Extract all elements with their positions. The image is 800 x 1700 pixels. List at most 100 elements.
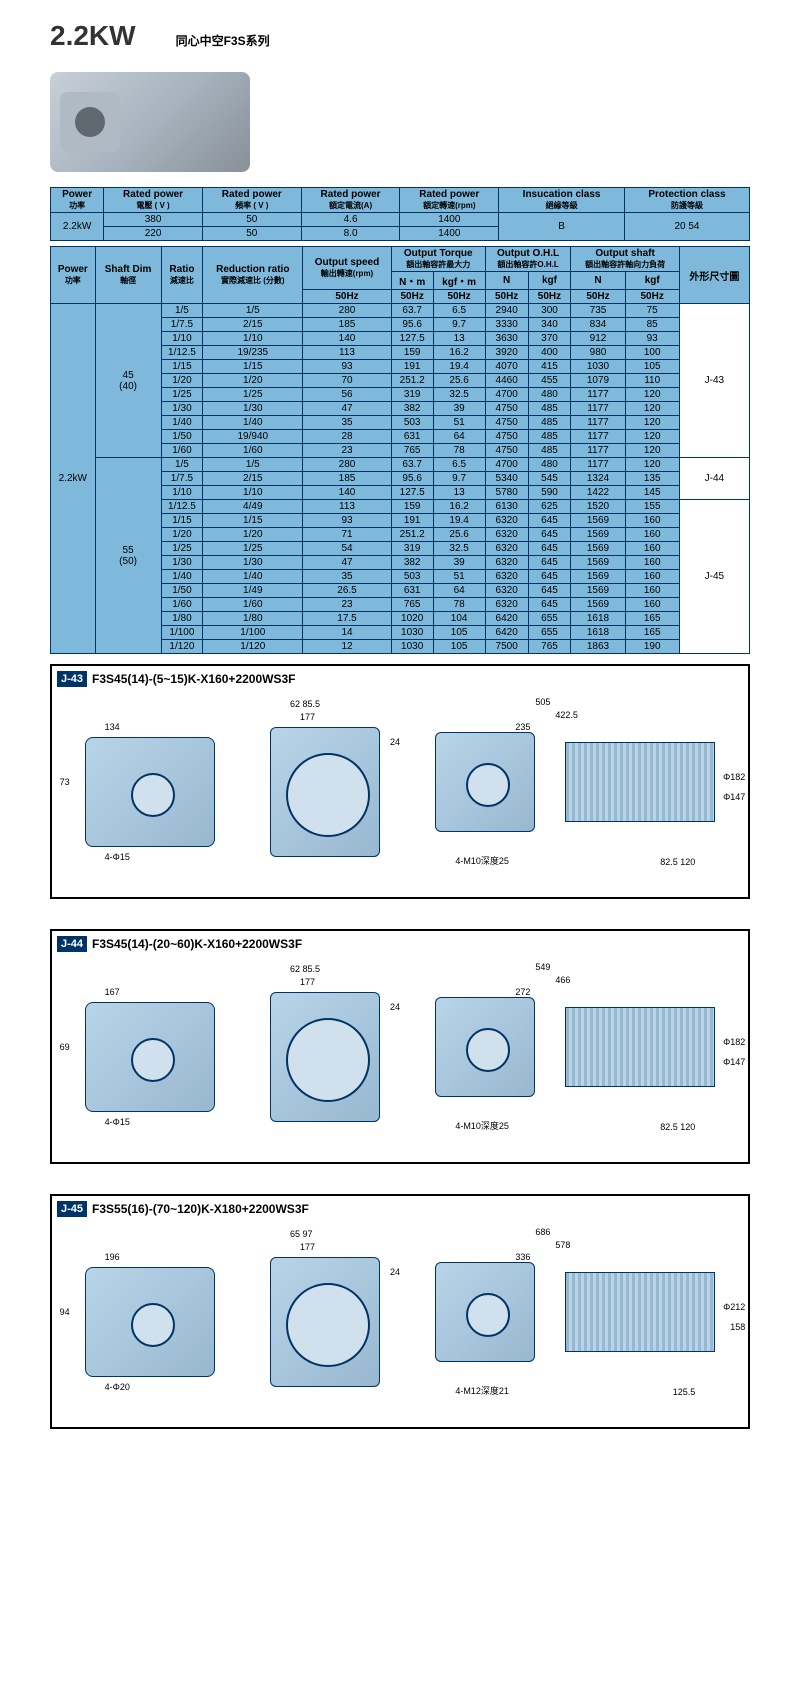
- dim-label: 336: [515, 1252, 530, 1262]
- t2-cell: 3630: [485, 332, 528, 346]
- dim-label: 82.5 120: [660, 857, 695, 867]
- t2-cell: 23: [303, 444, 392, 458]
- t2-cell: 645: [528, 528, 571, 542]
- t2-cell: 6.5: [433, 458, 485, 472]
- t2-cell: 1569: [571, 528, 625, 542]
- t2-cell: 32.5: [433, 388, 485, 402]
- t2-cell: 6320: [485, 528, 528, 542]
- t2-h: Output O.H.L額出軸容許O.H.L: [485, 247, 571, 272]
- t2-cell: 16.2: [433, 346, 485, 360]
- t2-cell: 165: [625, 626, 679, 640]
- t1-header: Power功率: [51, 188, 104, 213]
- t2-dim: J-44: [679, 458, 749, 500]
- t2-cell: 251.2: [391, 374, 433, 388]
- t2-cell: 4460: [485, 374, 528, 388]
- t2-sub: 50Hz: [391, 290, 433, 304]
- dim-label: 4-Φ15: [105, 852, 130, 862]
- t2-cell: 1/100: [161, 626, 203, 640]
- t2-cell: 4/49: [203, 500, 303, 514]
- t2-cell: 251.2: [391, 528, 433, 542]
- t2-cell: 1030: [391, 626, 433, 640]
- t2-cell: 6320: [485, 598, 528, 612]
- dim-label: 505: [535, 697, 550, 707]
- t2-cell: 160: [625, 570, 679, 584]
- t2-cell: 1/30: [161, 402, 203, 416]
- side-view: [270, 727, 380, 857]
- t2-h: Power功率: [51, 247, 96, 304]
- motor-view: [565, 742, 715, 822]
- t1-cell: 4.6: [301, 213, 400, 227]
- t2-cell: 135: [625, 472, 679, 486]
- t2-cell: 6420: [485, 626, 528, 640]
- t2-cell: 185: [303, 318, 392, 332]
- t2-cell: 28: [303, 430, 392, 444]
- t2-cell: 1/15: [203, 514, 303, 528]
- t2-cell: 1/12.5: [161, 346, 203, 360]
- t2-cell: 455: [528, 374, 571, 388]
- t1-cell: 220: [104, 227, 203, 241]
- t2-cell: 13: [433, 486, 485, 500]
- t2-cell: 1/100: [203, 626, 303, 640]
- t1-cell: 380: [104, 213, 203, 227]
- t2-cell: 1020: [391, 612, 433, 626]
- dim-label: 4-Φ20: [105, 1382, 130, 1392]
- t1-cell: 1400: [400, 213, 499, 227]
- dim-label: 177: [300, 712, 315, 722]
- t2-cell: 127.5: [391, 332, 433, 346]
- dim-label: 196: [105, 1252, 120, 1262]
- t2-cell: 1/20: [203, 528, 303, 542]
- t2-cell: 1/20: [161, 374, 203, 388]
- t2-cell: 47: [303, 402, 392, 416]
- t2-cell: 93: [303, 360, 392, 374]
- t2-cell: 1030: [391, 640, 433, 654]
- t2-cell: 64: [433, 584, 485, 598]
- t1-header: Rated power電壓 ( V ): [104, 188, 203, 213]
- t2-cell: 1618: [571, 626, 625, 640]
- side-view: [270, 992, 380, 1122]
- drawing-tag: J-45: [57, 1201, 87, 1217]
- t2-cell: 70: [303, 374, 392, 388]
- t2-cell: 1/80: [203, 612, 303, 626]
- t2-cell: 645: [528, 598, 571, 612]
- t2-cell: 370: [528, 332, 571, 346]
- t2-cell: 485: [528, 416, 571, 430]
- t2-cell: 5340: [485, 472, 528, 486]
- drawing-body: 134 73 4-Φ15 177 62 85.5 24 505 422.5 23…: [57, 692, 743, 892]
- t2-cell: 1/40: [203, 416, 303, 430]
- t2-cell: 160: [625, 556, 679, 570]
- t2-cell: 1863: [571, 640, 625, 654]
- dim-label: 62 85.5: [290, 964, 320, 974]
- t1-cell: 50: [202, 213, 301, 227]
- t2-sub: kgf・m: [433, 272, 485, 290]
- assembly-front: [435, 997, 535, 1097]
- t2-cell: 590: [528, 486, 571, 500]
- front-view: [85, 737, 215, 847]
- dim-label: 422.5: [555, 710, 578, 720]
- t2-cell: 23: [303, 598, 392, 612]
- drawing-body: 196 94 4-Φ20 177 65 97 24 686 578 336 Φ2…: [57, 1222, 743, 1422]
- t2-cell: 1/10: [161, 486, 203, 500]
- t2-cell: 140: [303, 332, 392, 346]
- t2-cell: 127.5: [391, 486, 433, 500]
- t2-cell: 1177: [571, 430, 625, 444]
- t2-cell: 120: [625, 402, 679, 416]
- t2-cell: 485: [528, 444, 571, 458]
- t2-cell: 1/5: [161, 304, 203, 318]
- dim-label: 69: [60, 1042, 70, 1052]
- dim-label: 466: [555, 975, 570, 985]
- t2-cell: 1/30: [203, 402, 303, 416]
- t2-cell: 1/15: [161, 514, 203, 528]
- t2-cell: 71: [303, 528, 392, 542]
- t2-shaft: 55 (50): [95, 458, 161, 654]
- t2-cell: 655: [528, 626, 571, 640]
- t2-cell: 9.7: [433, 318, 485, 332]
- t2-cell: 1422: [571, 486, 625, 500]
- t2-cell: 765: [391, 444, 433, 458]
- t2-cell: 1177: [571, 416, 625, 430]
- t2-cell: 1/60: [161, 444, 203, 458]
- t2-cell: 105: [625, 360, 679, 374]
- t1-insul: B: [499, 213, 625, 241]
- t2-h: 外形尺寸圖: [679, 247, 749, 304]
- t2-cell: 645: [528, 514, 571, 528]
- t2-cell: 1/10: [203, 332, 303, 346]
